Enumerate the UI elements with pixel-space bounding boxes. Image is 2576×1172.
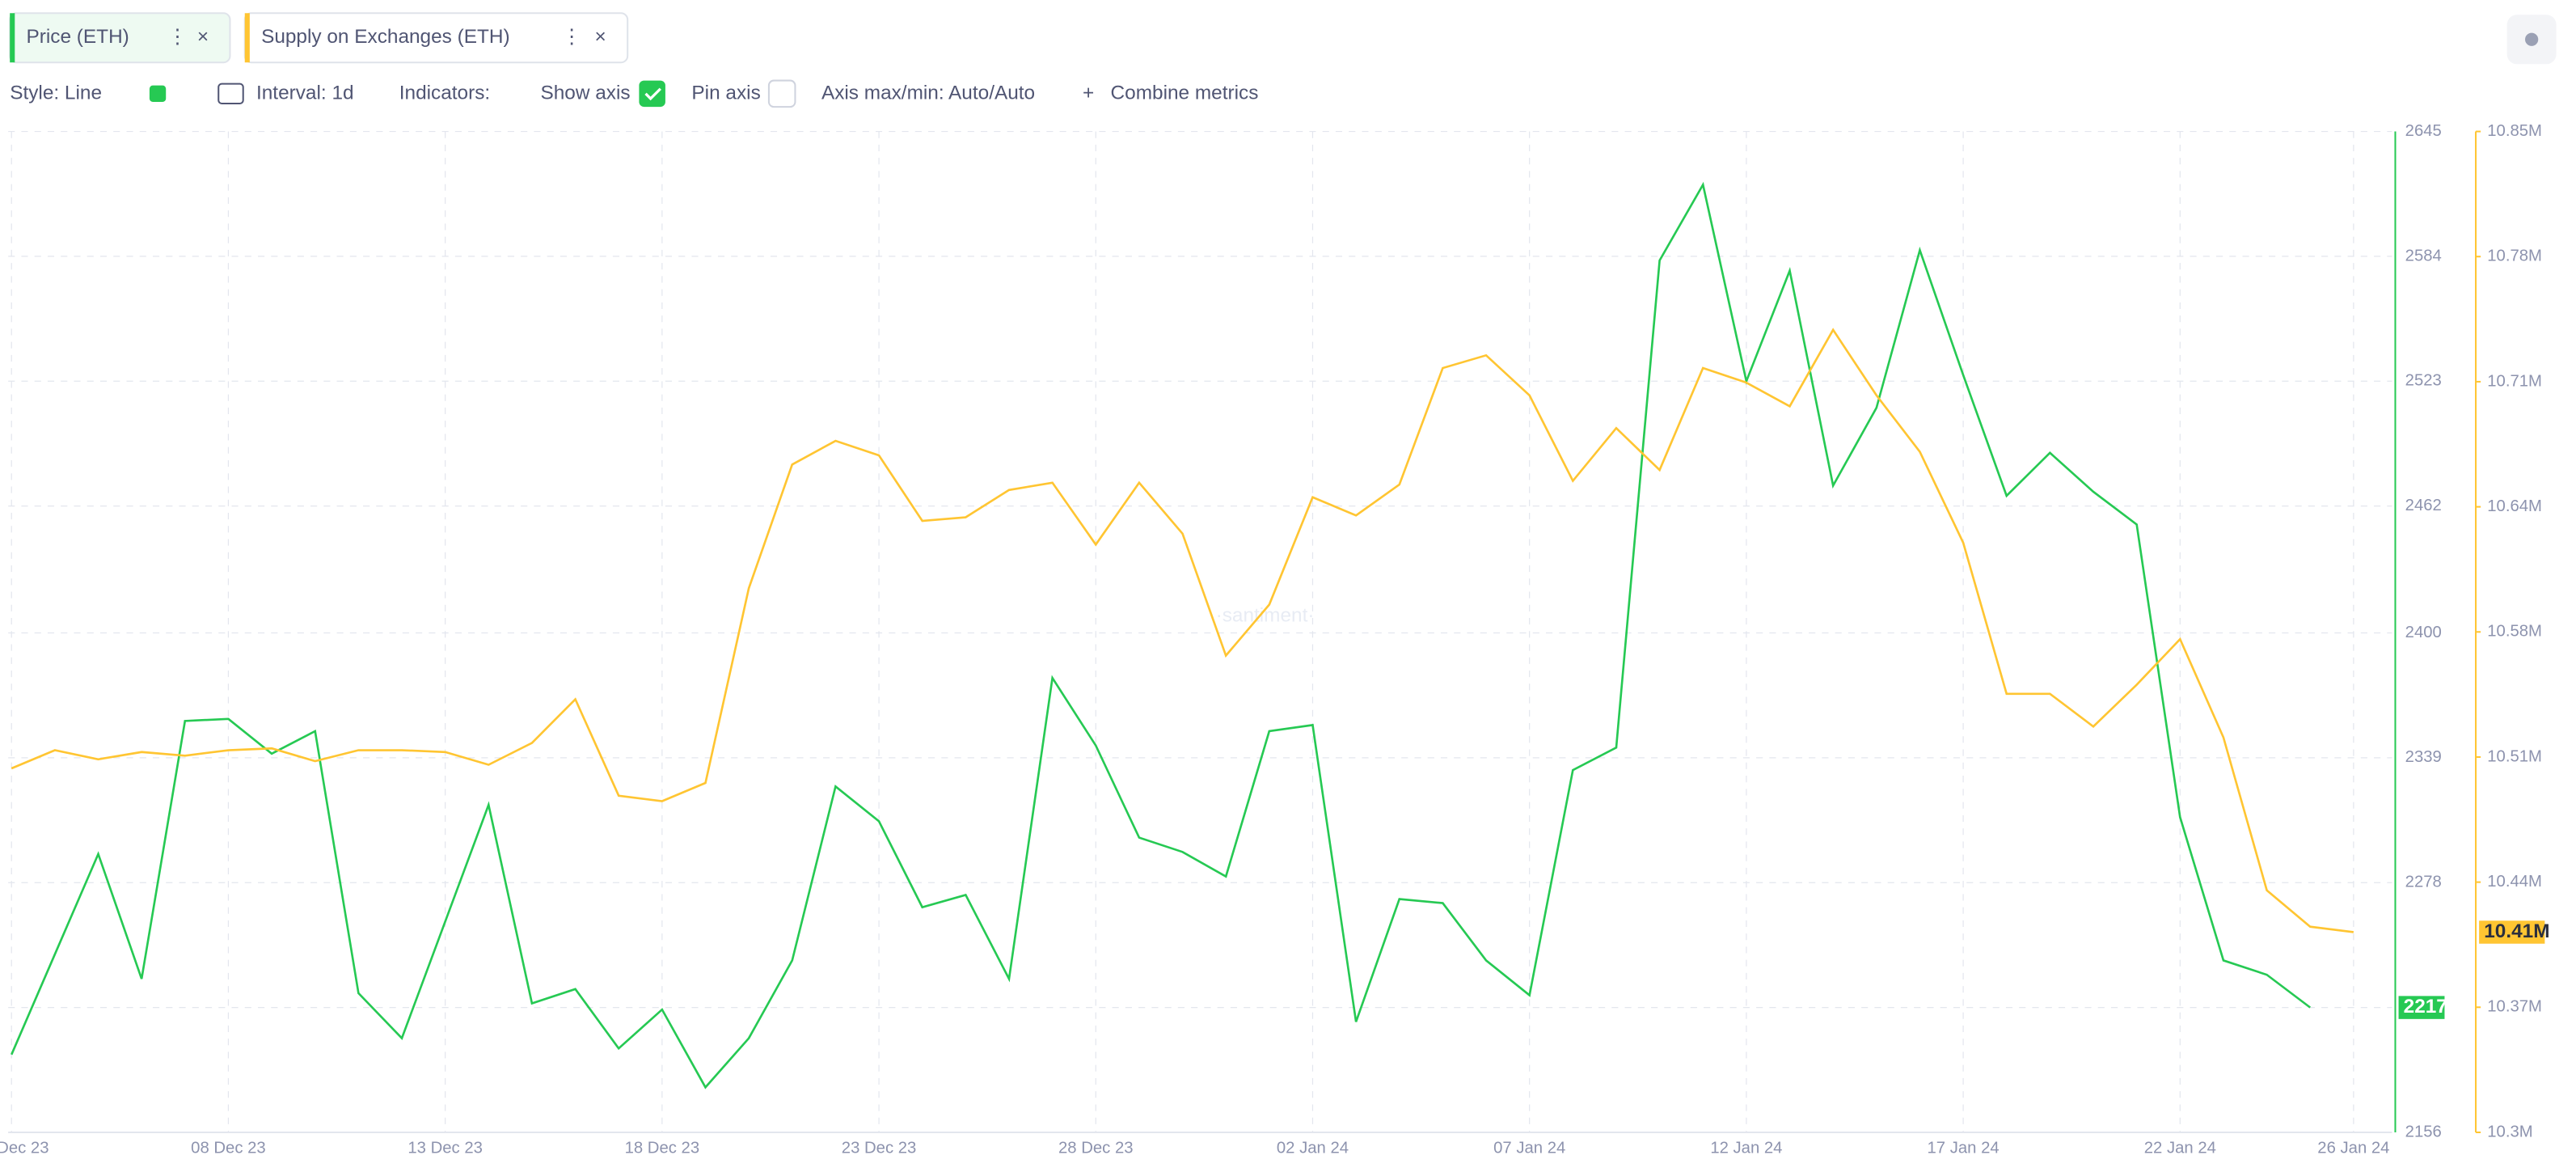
tab-label: Price (ETH) xyxy=(27,26,129,48)
y-tick-label: 2156 xyxy=(2405,1123,2442,1140)
x-tick-label: 26 Jan 24 xyxy=(2317,1140,2389,1157)
y2-tick-label: 10.58M xyxy=(2487,623,2542,641)
value-label: 10.41M xyxy=(2484,920,2549,942)
show-axis-checkbox[interactable] xyxy=(639,80,665,108)
y2-tick-label: 10.71M xyxy=(2487,372,2542,390)
series-line xyxy=(11,181,2312,1089)
x-tick-label: 23 Dec 23 xyxy=(842,1140,917,1157)
tab-menu[interactable]: ⋮ xyxy=(562,26,581,48)
x-tick-label: 13 Dec 23 xyxy=(408,1140,483,1157)
y2-tick-label: 10.44M xyxy=(2487,873,2542,891)
y2-tick-label: 10.37M xyxy=(2487,998,2542,1016)
pin-axis-checkbox[interactable] xyxy=(767,79,796,108)
x-tick-label: 08 Dec 23 xyxy=(191,1140,266,1157)
combine-metrics[interactable]: Combine metrics xyxy=(1111,82,1259,104)
y-tick-label: 2400 xyxy=(2405,624,2442,641)
value-label-box xyxy=(2479,920,2545,944)
x-tick-label: 03 Dec 23 xyxy=(0,1140,49,1157)
tab-accent xyxy=(10,13,15,63)
x-tick-label: 02 Jan 24 xyxy=(1277,1140,1349,1157)
series-line xyxy=(11,328,2354,933)
value-label: 2217 xyxy=(2404,996,2447,1018)
y-tick-label: 2278 xyxy=(2405,874,2442,891)
icon xyxy=(217,83,244,105)
icon xyxy=(2525,32,2539,46)
indicators-select[interactable]: Indicators: xyxy=(399,82,490,104)
pin-axis-label: Pin axis xyxy=(691,82,760,104)
tab-close[interactable]: × xyxy=(197,26,209,48)
y-tick-label: 2462 xyxy=(2405,497,2442,514)
watermark: ·santiment· xyxy=(1216,604,1315,626)
x-tick-label: 22 Jan 24 xyxy=(2144,1140,2216,1157)
tab-accent xyxy=(244,13,250,63)
interval-select[interactable]: Interval: 1d xyxy=(256,82,354,104)
icon: + xyxy=(1083,82,1094,104)
y-tick-label: 2523 xyxy=(2405,372,2442,390)
tab-menu[interactable]: ⋮ xyxy=(167,26,187,48)
check xyxy=(644,87,661,101)
y2-tick-label: 10.85M xyxy=(2487,122,2542,140)
y2-tick-label: 10.64M xyxy=(2487,497,2542,515)
tab-label: Supply on Exchanges (ETH) xyxy=(261,26,510,48)
value-label-box xyxy=(2398,996,2445,1019)
tab-close[interactable]: × xyxy=(595,26,606,48)
y-tick-label: 2645 xyxy=(2405,122,2442,140)
color-picker[interactable] xyxy=(149,85,167,102)
y2-tick-label: 10.78M xyxy=(2487,248,2542,265)
y-tick-label: 2339 xyxy=(2405,748,2442,766)
x-tick-label: 07 Jan 24 xyxy=(1493,1140,1565,1157)
axis-maxmin-select[interactable]: Axis max/min: Auto/Auto xyxy=(821,82,1035,104)
x-tick-label: 17 Jan 24 xyxy=(1928,1140,2000,1157)
show-axis-label: Show axis xyxy=(540,82,630,104)
y-tick-label: 2584 xyxy=(2405,247,2442,264)
style-select[interactable]: Style: Line xyxy=(10,82,102,104)
x-tick-label: 28 Dec 23 xyxy=(1058,1140,1134,1157)
x-tick-label: 18 Dec 23 xyxy=(625,1140,700,1157)
y2-tick-label: 10.51M xyxy=(2487,747,2542,765)
x-tick-label: 12 Jan 24 xyxy=(1710,1140,1782,1157)
y2-tick-label: 10.3M xyxy=(2487,1123,2532,1140)
